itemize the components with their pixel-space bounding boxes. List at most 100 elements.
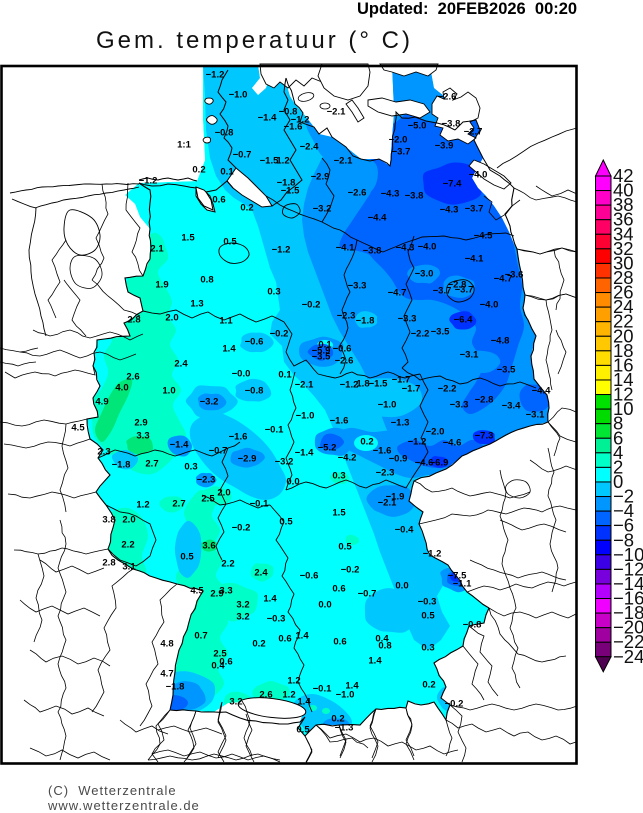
svg-text:−1.6: −1.6	[373, 446, 392, 457]
svg-text:−0.8: −0.8	[279, 107, 298, 118]
svg-text:−0.8: −0.8	[215, 128, 234, 139]
svg-text:−4.5: −4.5	[474, 231, 493, 242]
svg-text:−4: −4	[613, 500, 634, 521]
svg-text:−2.8: −2.8	[448, 280, 467, 291]
svg-text:−12: −12	[613, 558, 643, 579]
svg-text:−1.6: −1.6	[229, 432, 248, 443]
svg-text:−3.5: −3.5	[497, 365, 516, 376]
svg-text:−6.9: −6.9	[430, 458, 449, 469]
svg-text:−2.8: −2.8	[475, 395, 494, 406]
svg-text:1.4: 1.4	[222, 344, 236, 355]
svg-text:−20: −20	[613, 617, 643, 638]
svg-text:−0.6: −0.6	[245, 337, 264, 348]
svg-text:−0.7: −0.7	[358, 589, 377, 600]
svg-text:−1.8: −1.8	[166, 682, 185, 693]
svg-text:30: 30	[613, 252, 634, 273]
svg-text:2.3: 2.3	[97, 447, 110, 458]
svg-text:2.6: 2.6	[259, 690, 272, 701]
svg-text:−4.4: −4.4	[532, 386, 551, 397]
svg-text:−1.2: −1.2	[206, 70, 225, 81]
svg-text:−2.3: −2.3	[197, 475, 216, 486]
svg-text:−1.4: −1.4	[170, 440, 189, 451]
svg-text:8: 8	[613, 413, 623, 434]
svg-text:0.1: 0.1	[318, 340, 332, 351]
svg-text:0.6: 0.6	[333, 637, 346, 648]
svg-text:−4.6: −4.6	[415, 458, 434, 469]
svg-text:−2.6: −2.6	[438, 92, 457, 103]
svg-text:0.5: 0.5	[223, 237, 237, 248]
svg-text:−1.8: −1.8	[277, 178, 296, 189]
svg-text:−0.6: −0.6	[333, 344, 352, 355]
svg-text:0.2: 0.2	[360, 437, 373, 448]
svg-text:38: 38	[613, 194, 634, 215]
svg-text:1.4: 1.4	[368, 656, 382, 667]
svg-text:−1.4: −1.4	[258, 113, 277, 124]
svg-text:−3.3: −3.3	[450, 400, 469, 411]
svg-text:−7.5: −7.5	[448, 571, 467, 582]
svg-text:10: 10	[613, 398, 634, 419]
svg-text:−2.9: −2.9	[238, 454, 257, 465]
svg-text:−2.1: −2.1	[334, 156, 353, 167]
svg-text:−3.2: −3.2	[200, 397, 219, 408]
svg-text:28: 28	[613, 267, 634, 288]
svg-text:22: 22	[613, 311, 634, 332]
svg-text:−1.0: −1.0	[296, 411, 315, 422]
svg-text:2.4: 2.4	[254, 568, 268, 579]
svg-text:−2.0: −2.0	[426, 427, 445, 438]
svg-text:−3.3: −3.3	[348, 281, 367, 292]
svg-text:−1.3: −1.3	[335, 723, 354, 734]
svg-text:−1.2: −1.2	[291, 115, 310, 126]
svg-text:−4.0: −4.0	[469, 170, 488, 181]
svg-text:1.2: 1.2	[287, 676, 300, 687]
svg-text:42: 42	[613, 165, 634, 186]
svg-text:−4.0: −4.0	[480, 300, 499, 311]
svg-text:0.2: 0.2	[240, 203, 253, 214]
svg-text:0.6: 0.6	[332, 584, 345, 595]
svg-text:20: 20	[613, 325, 634, 346]
svg-text:−1.3: −1.3	[391, 418, 410, 429]
svg-text:−2.1: −2.1	[378, 498, 397, 509]
svg-text:−4.6: −4.6	[443, 438, 462, 449]
svg-text:2.5: 2.5	[213, 649, 227, 660]
svg-text:−1.2: −1.2	[139, 176, 158, 187]
svg-text:1:1: 1:1	[177, 140, 191, 151]
svg-text:−1.2: −1.2	[340, 380, 359, 391]
svg-text:−3.5: −3.5	[431, 327, 450, 338]
svg-text:−1.0: −1.0	[378, 400, 397, 411]
svg-text:−1.5: −1.5	[260, 156, 279, 167]
svg-text:−3.0: −3.0	[415, 269, 434, 280]
svg-text:−4.3: −4.3	[440, 205, 459, 216]
svg-text:3.2: 3.2	[229, 697, 242, 708]
svg-text:0.6: 0.6	[219, 657, 232, 668]
svg-text:2.2: 2.2	[221, 559, 234, 570]
svg-text:1.2: 1.2	[282, 690, 295, 701]
svg-text:−3.8: −3.8	[405, 191, 424, 202]
svg-text:6: 6	[613, 427, 623, 448]
svg-text:−4.2: −4.2	[338, 453, 357, 464]
svg-text:3.6: 3.6	[202, 541, 215, 552]
svg-text:−7.4: −7.4	[443, 179, 462, 190]
svg-text:0.8: 0.8	[378, 641, 391, 652]
svg-text:2: 2	[613, 456, 623, 477]
svg-text:2.6: 2.6	[126, 372, 139, 383]
svg-text:−3.2: −3.2	[313, 204, 332, 215]
svg-text:−6.4: −6.4	[454, 315, 473, 326]
svg-text:4.7: 4.7	[160, 669, 173, 680]
svg-text:0.5: 0.5	[180, 552, 194, 563]
svg-text:0.2: 0.2	[192, 165, 205, 176]
svg-text:−4.1: −4.1	[465, 254, 484, 265]
svg-text:−4.0: −4.0	[418, 242, 437, 253]
svg-text:−1.0: −1.0	[229, 90, 248, 101]
svg-text:1.2: 1.2	[136, 500, 149, 511]
svg-text:−3.8: −3.8	[363, 246, 382, 257]
svg-text:0: 0	[613, 471, 623, 492]
svg-text:2.8: 2.8	[127, 315, 140, 326]
svg-text:−4.3: −4.3	[381, 189, 400, 200]
svg-text:0.3: 0.3	[421, 643, 434, 654]
svg-text:−2.3: −2.3	[337, 311, 356, 322]
svg-text:2.9: 2.9	[210, 589, 223, 600]
svg-text:−7.3: −7.3	[475, 431, 494, 442]
svg-text:4.8: 4.8	[160, 639, 173, 650]
svg-text:1.4: 1.4	[263, 594, 277, 605]
svg-text:−0.1: −0.1	[250, 499, 269, 510]
